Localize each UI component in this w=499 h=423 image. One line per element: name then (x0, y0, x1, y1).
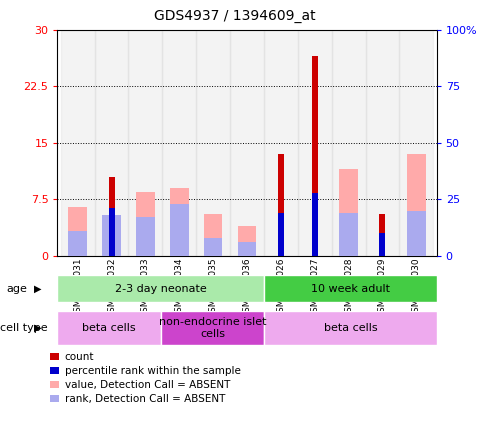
Bar (264, 311, 437, 345)
Bar (230, 30, 264, 256)
Bar (61, 30, 95, 256)
Text: GDS4937 / 1394609_at: GDS4937 / 1394609_at (154, 9, 315, 23)
Bar (129, 30, 162, 256)
Bar (238, 226, 256, 256)
Text: beta cells: beta cells (324, 323, 377, 333)
Text: count: count (65, 352, 94, 362)
Bar (365, 30, 399, 256)
Bar (204, 238, 223, 256)
Bar (57, 275, 264, 302)
Text: cell type: cell type (0, 323, 48, 333)
Bar (170, 204, 189, 256)
Bar (407, 154, 426, 256)
Bar (238, 242, 256, 256)
Bar (170, 188, 189, 256)
Bar (399, 30, 433, 256)
Bar (204, 214, 223, 256)
Bar (312, 56, 318, 256)
Bar (108, 177, 115, 256)
Text: ▶: ▶ (34, 284, 41, 294)
Bar (379, 233, 386, 256)
Bar (136, 217, 155, 256)
Text: non-endocrine islet
cells: non-endocrine islet cells (159, 317, 266, 339)
Text: beta cells: beta cells (82, 323, 136, 333)
Bar (108, 209, 115, 256)
Bar (264, 30, 298, 256)
Bar (136, 192, 155, 256)
Bar (162, 30, 196, 256)
Bar (57, 311, 161, 345)
Bar (278, 213, 284, 256)
Bar (339, 169, 358, 256)
Bar (161, 311, 264, 345)
Bar (68, 207, 87, 256)
Text: percentile rank within the sample: percentile rank within the sample (65, 365, 241, 376)
Text: value, Detection Call = ABSENT: value, Detection Call = ABSENT (65, 379, 230, 390)
Text: age: age (6, 284, 27, 294)
Bar (379, 214, 386, 256)
Bar (95, 30, 129, 256)
Bar (407, 211, 426, 256)
Text: 2-3 day neonate: 2-3 day neonate (115, 284, 207, 294)
Bar (278, 154, 284, 256)
Bar (102, 215, 121, 256)
Bar (332, 30, 365, 256)
Bar (68, 231, 87, 256)
Bar (264, 275, 437, 302)
Text: rank, Detection Call = ABSENT: rank, Detection Call = ABSENT (65, 393, 225, 404)
Bar (196, 30, 230, 256)
Text: 10 week adult: 10 week adult (311, 284, 390, 294)
Bar (312, 192, 318, 256)
Bar (339, 213, 358, 256)
Bar (298, 30, 332, 256)
Text: ▶: ▶ (34, 323, 41, 333)
